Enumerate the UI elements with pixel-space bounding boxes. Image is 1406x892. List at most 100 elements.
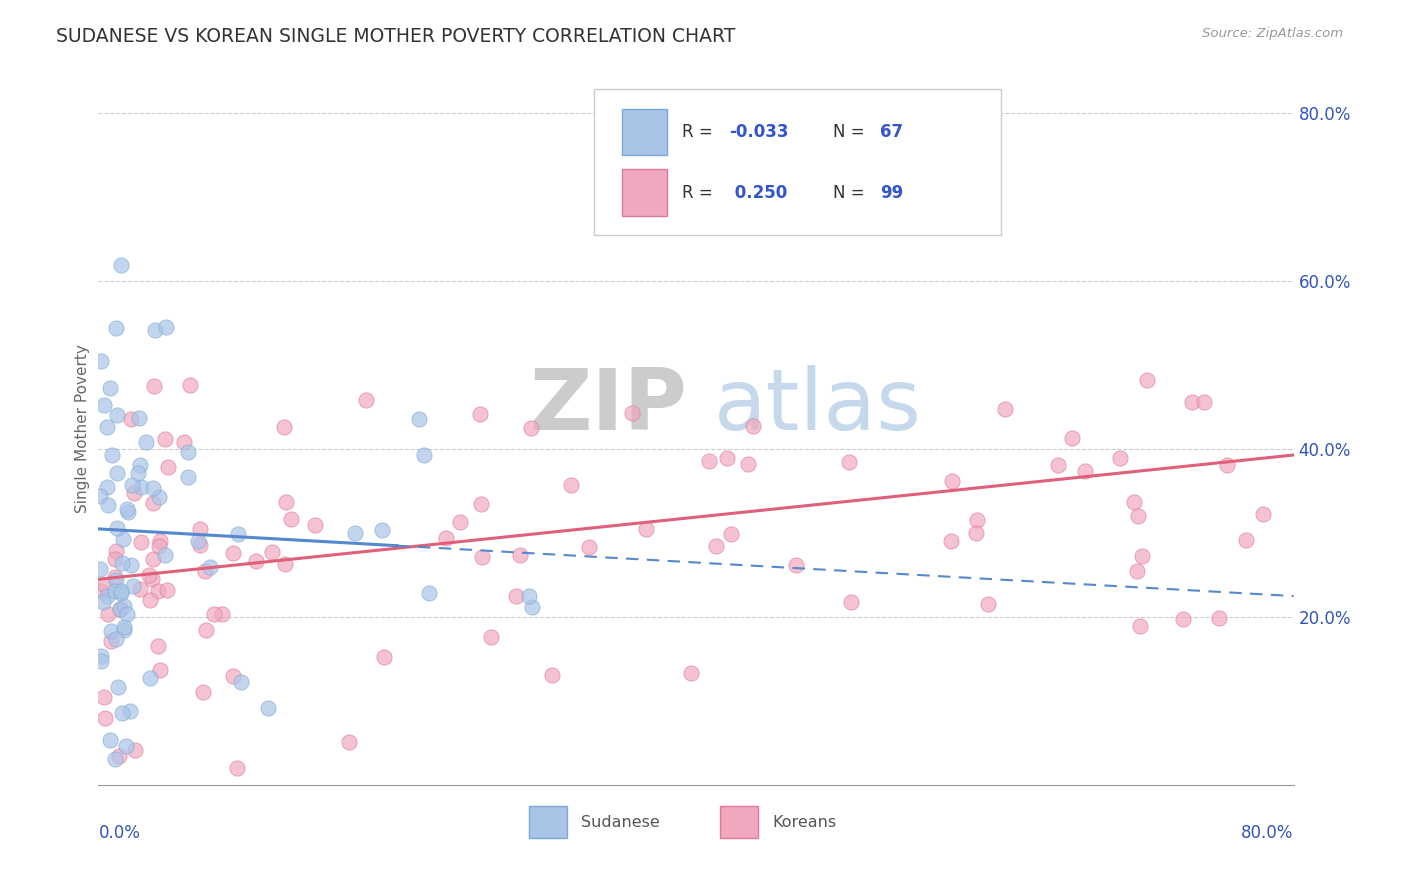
Point (1208, 611, 1230, 625)
Point (111, 706, 134, 720)
Point (117, 607, 139, 621)
Point (994, 402, 1017, 417)
Point (939, 533, 962, 548)
Point (1136, 373, 1159, 387)
Point (112, 620, 135, 634)
Point (120, 412, 142, 426)
Point (737, 457, 759, 471)
FancyBboxPatch shape (720, 806, 758, 838)
Point (1108, 450, 1130, 465)
Point (1130, 549, 1153, 563)
Point (742, 419, 765, 434)
Point (142, 481, 165, 495)
Point (193, 684, 215, 698)
Point (90, 354, 112, 368)
Point (1060, 431, 1083, 445)
Point (153, 432, 176, 446)
Point (108, 749, 131, 764)
Point (89, 562, 111, 576)
Point (408, 411, 430, 425)
Point (578, 540, 600, 554)
Point (716, 450, 738, 465)
Point (841, 595, 863, 609)
Point (226, 527, 249, 541)
Point (471, 550, 494, 565)
Point (141, 572, 163, 586)
Point (129, 480, 152, 494)
Point (1180, 395, 1202, 409)
Point (107, 680, 129, 694)
Point (211, 607, 233, 621)
Point (91, 594, 114, 608)
Point (128, 582, 150, 596)
Point (105, 321, 128, 335)
Point (115, 739, 138, 753)
Point (139, 671, 162, 685)
Point (229, 674, 252, 689)
Point (1129, 619, 1152, 633)
Point (1123, 494, 1146, 508)
Point (371, 523, 394, 537)
Point (105, 466, 128, 480)
Point (276, 495, 298, 509)
Point (120, 704, 142, 718)
Point (1173, 611, 1195, 625)
Point (256, 701, 278, 715)
Y-axis label: Single Mother Poverty: Single Mother Poverty (75, 343, 90, 513)
Point (96, 590, 118, 604)
Point (156, 582, 179, 597)
Point (96, 420, 118, 434)
Point (634, 523, 657, 537)
Point (509, 548, 531, 562)
Point (479, 630, 502, 644)
Text: R =: R = (682, 123, 717, 141)
Point (105, 543, 128, 558)
Point (143, 323, 166, 337)
Point (941, 474, 963, 488)
Point (97, 498, 120, 512)
Text: Source: ZipAtlas.com: Source: ZipAtlas.com (1202, 27, 1343, 40)
Point (104, 574, 127, 588)
Text: -0.033: -0.033 (730, 123, 789, 141)
Text: Sudanese: Sudanese (581, 815, 659, 830)
Point (110, 602, 132, 616)
Point (965, 526, 987, 541)
Point (200, 560, 222, 574)
Point (156, 459, 179, 474)
Point (222, 546, 245, 560)
Text: 80.0%: 80.0% (1241, 824, 1294, 842)
Point (560, 478, 582, 492)
Point (177, 445, 200, 459)
Point (541, 668, 564, 682)
Point (1216, 458, 1239, 472)
Point (155, 320, 177, 334)
Point (138, 567, 160, 582)
Point (838, 455, 860, 469)
Text: 99: 99 (880, 184, 903, 202)
FancyBboxPatch shape (529, 806, 567, 838)
Point (337, 735, 360, 749)
Point (470, 497, 492, 511)
Point (148, 539, 170, 553)
Text: atlas: atlas (714, 365, 922, 449)
Point (222, 669, 245, 683)
Point (112, 599, 135, 614)
Point (104, 551, 127, 566)
Point (90, 654, 112, 668)
Point (100, 381, 122, 395)
Point (1046, 458, 1069, 472)
Point (142, 551, 165, 566)
Text: N =: N = (834, 123, 870, 141)
Point (697, 454, 720, 468)
Text: Koreans: Koreans (772, 815, 837, 830)
Point (96, 480, 118, 494)
Point (505, 589, 527, 603)
Point (139, 593, 162, 607)
Point (110, 258, 132, 272)
Point (117, 505, 139, 519)
Point (418, 586, 440, 600)
Point (354, 393, 377, 408)
Point (177, 470, 200, 484)
Point (1192, 395, 1215, 409)
Point (449, 515, 471, 529)
